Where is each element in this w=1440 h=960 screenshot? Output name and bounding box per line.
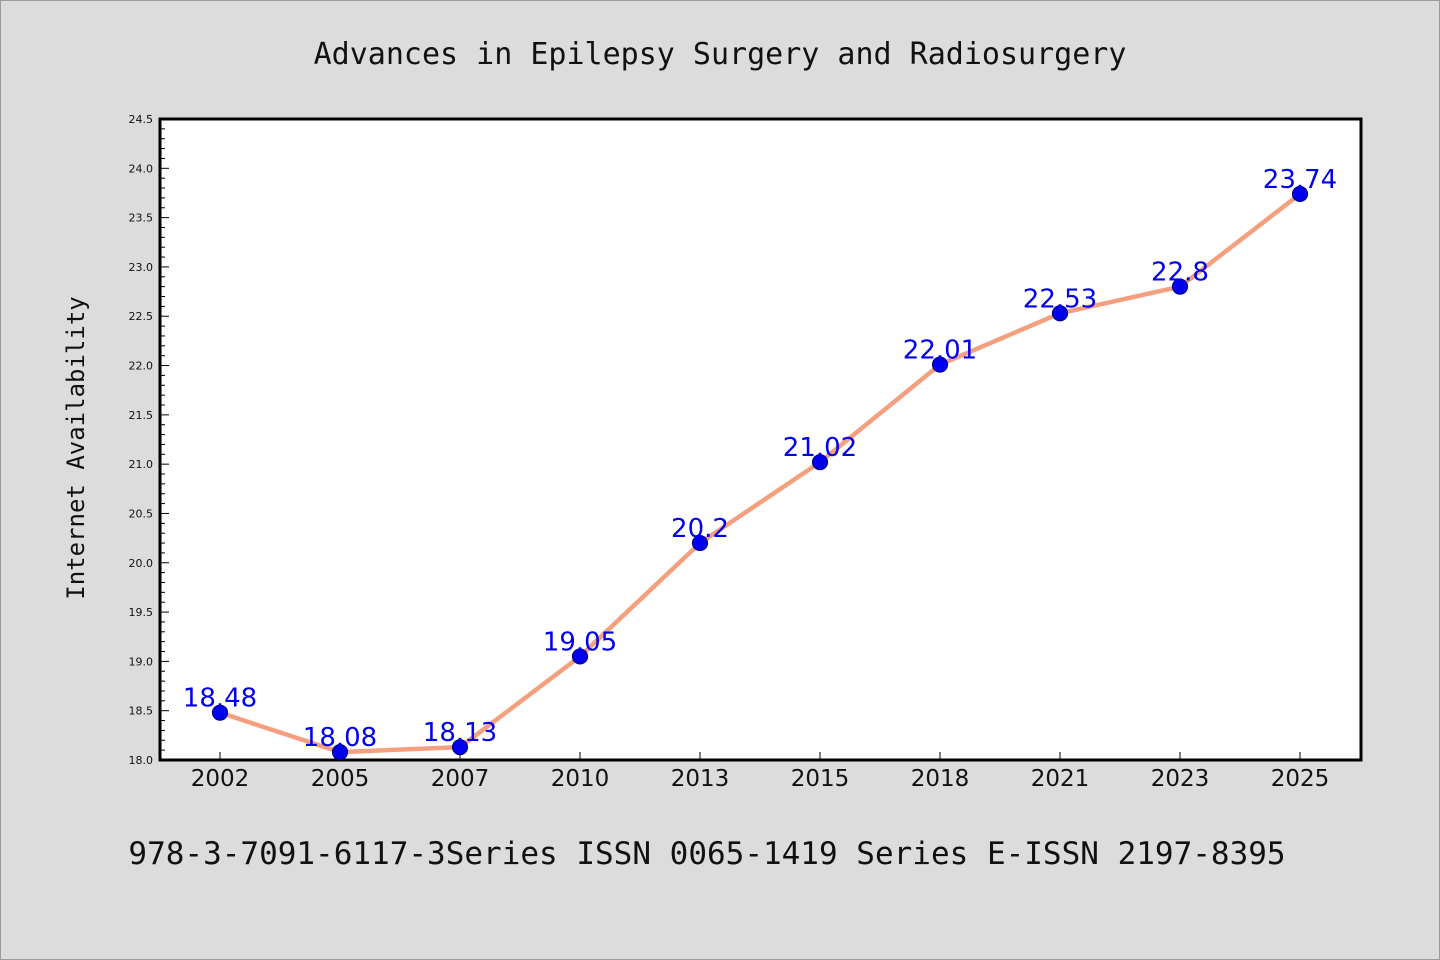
data-label: 18.08 [303,723,377,753]
y-tick-label: 22.0 [129,360,154,373]
y-tick-label: 19.5 [129,606,154,619]
data-point [211,704,229,721]
y-tick-label: 20.0 [129,557,154,570]
data-label: 20.2 [671,514,729,544]
x-tick-label: 2025 [1271,766,1330,792]
y-tick-label: 22.5 [129,310,154,323]
data-label: 18.48 [183,684,257,714]
data-label: 19.05 [543,627,617,657]
data-point [931,356,949,373]
x-axis: 2002 2005 2007 2010 2013 2015 2018 2021 2023 2025 [191,752,1330,792]
y-axis-label: Internet Availability [62,296,90,599]
data-point [571,648,589,665]
data-label: 23.74 [1263,165,1337,195]
data-labels: 18.48 18.08 18.13 19.05 20.2 21.02 22.01 22.53 2… [183,165,1337,753]
y-tick-label: 24.5 [129,113,154,126]
data-point [331,744,349,761]
data-label: 22.01 [903,336,977,366]
data-point [691,534,709,552]
x-tick-label: 2015 [791,766,850,792]
data-point [1051,305,1069,322]
series-layer [211,185,1309,761]
footer-text: 978-3-7091-6117-3Series ISSN 0065-1419 S… [128,836,1285,872]
y-tick-label: 18.5 [129,705,154,718]
data-label: 18.13 [423,718,497,748]
data-point [1291,185,1309,203]
data-point [1171,278,1189,295]
y-tick-label: 18.0 [129,754,154,767]
y-tick-label: 20.5 [129,507,154,520]
x-tick-label: 2010 [551,766,610,792]
plot-area [158,117,1363,762]
x-tick-label: 2002 [191,766,250,792]
y-tick-label: 24.0 [129,162,154,175]
x-tick-label: 2005 [311,766,370,792]
data-label: 22.8 [1151,258,1209,288]
x-tick-label: 2007 [431,766,490,792]
y-tick-label: 23.0 [129,261,154,274]
y-tick-label: 21.0 [129,458,154,471]
x-tick-label: 2021 [1031,766,1090,792]
y-tick-label: 19.0 [129,655,154,668]
data-label: 22.53 [1023,284,1097,314]
x-tick-label: 2013 [671,766,730,792]
y-axis: 18.0 18.5 19.0 19.5 20.0 20.5 21.0 21.5 22.0 22.5… [129,113,169,767]
y-tick-label: 23.5 [129,212,154,225]
x-tick-label: 2018 [911,766,970,792]
series-line [217,191,1303,755]
x-tick-label: 2023 [1151,766,1210,792]
data-point [811,454,829,471]
data-point [451,739,469,756]
y-tick-label: 21.5 [129,409,154,422]
chart-title: Advances in Epilepsy Surgery and Radiosu… [314,37,1127,72]
data-label: 21.02 [783,433,857,463]
